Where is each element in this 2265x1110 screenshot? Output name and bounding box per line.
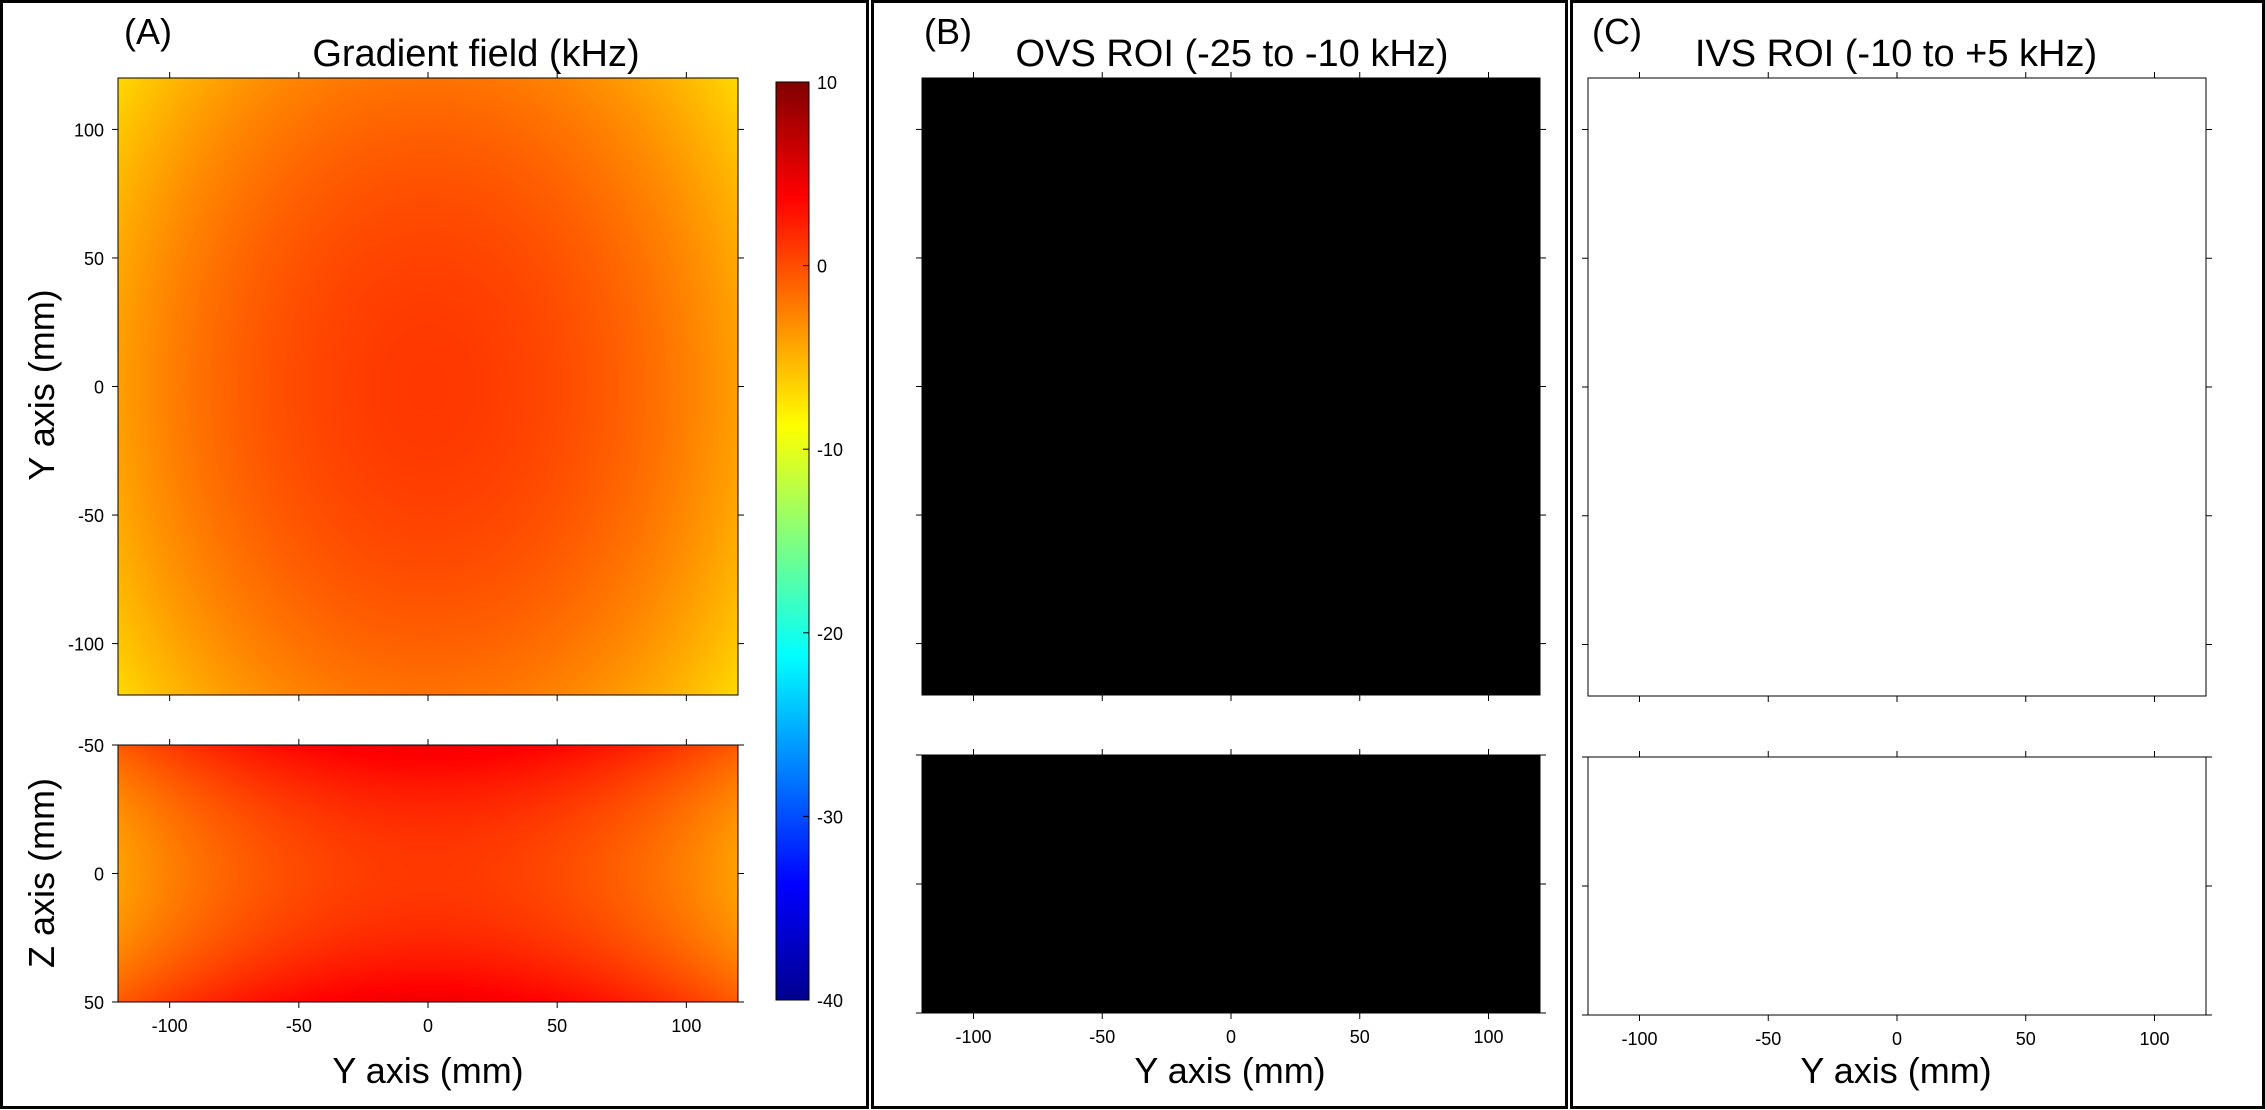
panel-a-label: (A) [124,11,172,52]
panel-b-x-axis-title: Y axis (mm) [1134,1050,1325,1091]
heatmap-image [1588,757,2206,1015]
x-tick-label: -50 [1089,1027,1115,1047]
heatmap-image [922,755,1540,1013]
panel-c-x-axis-title: Y axis (mm) [1800,1050,1991,1091]
panel-a-frame [0,0,869,1109]
y-tick-label: 100 [74,120,104,140]
y-tick-label: -100 [68,635,104,655]
y-tick-label: 50 [84,993,104,1013]
x-tick-label: 50 [2016,1029,2036,1049]
y-tick-label: 0 [94,378,104,398]
panel-c-frame [1570,0,2265,1109]
x-tick-label: 0 [1226,1027,1236,1047]
panel-a-y-axis-title-top: Y axis (mm) [21,289,62,480]
ovs-roi-yz-mask [922,755,1540,1013]
colorbar-tick-label: -10 [817,440,843,460]
colorbar-tick-label: -40 [817,991,843,1011]
colorbar-tick-label: 10 [817,73,837,93]
panel-b-frame [871,0,1568,1109]
colorbar-tick-label: 0 [817,257,827,277]
panel-a-title: Gradient field (kHz) [312,33,639,75]
gradient-field-yx-heatmap [118,78,738,695]
panel-c-label: (C) [1592,11,1642,52]
heatmap-image [118,78,738,695]
heatmap-image [1588,78,2206,696]
heatmap-image [118,745,738,1002]
y-tick-label: 0 [94,865,104,885]
panel-a-z-axis-title: Z axis (mm) [21,778,62,968]
x-tick-label: 100 [671,1016,701,1036]
colorbar [775,81,810,1001]
x-tick-label: 50 [547,1016,567,1036]
x-tick-label: 100 [2139,1029,2169,1049]
colorbar-tick-label: -20 [817,624,843,644]
colorbar-ticks: 10 0 -10 -20 -30 -40 [803,73,843,1011]
x-tick-label: 100 [1473,1027,1503,1047]
x-tick-label: 50 [1350,1027,1370,1047]
y-tick-label: 50 [84,249,104,269]
x-tick-label: -50 [1755,1029,1781,1049]
panel-b-label: (B) [924,11,972,52]
ivs-roi-yz-mask [1588,757,2206,1015]
colorbar-tick-label: -30 [817,807,843,827]
gradient-field-yz-heatmap [118,745,738,1002]
y-tick-label: -50 [78,506,104,526]
ovs-roi-yx-mask [922,78,1540,695]
x-tick-label: -50 [286,1016,312,1036]
x-tick-label: 0 [423,1016,433,1036]
x-tick-label: -100 [1621,1029,1657,1049]
heatmap-image [922,78,1540,695]
x-tick-label: 0 [1892,1029,1902,1049]
ivs-roi-yx-mask [1588,78,2206,696]
x-tick-label: -100 [955,1027,991,1047]
y-tick-label: -50 [78,736,104,756]
panel-b-title: OVS ROI (-25 to -10 kHz) [1016,33,1449,75]
panel-a-x-axis-title: Y axis (mm) [332,1050,523,1091]
x-tick-label: -100 [152,1016,188,1036]
panel-c-title: IVS ROI (-10 to +5 kHz) [1695,33,2097,75]
